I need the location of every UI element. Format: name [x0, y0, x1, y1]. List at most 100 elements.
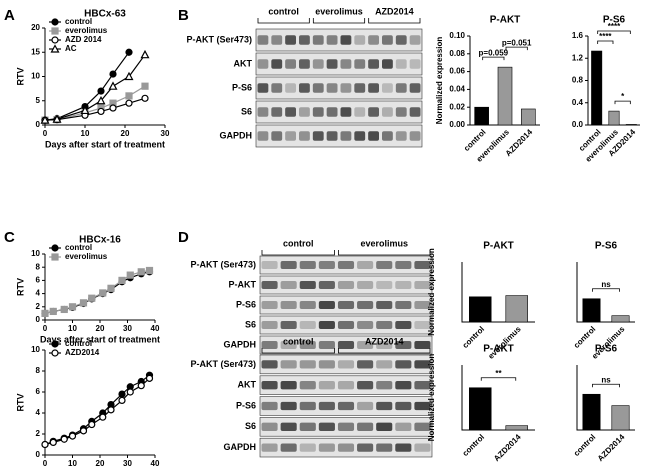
bar	[468, 387, 492, 431]
blot-band	[376, 341, 393, 349]
blot-band	[340, 107, 352, 117]
blot-row-label: P-S6	[236, 299, 256, 309]
x-tick-label: 30	[123, 459, 132, 468]
blot-band	[357, 381, 374, 390]
blot-band	[261, 422, 278, 431]
blot-band	[299, 443, 316, 452]
bar	[582, 298, 601, 323]
chart-title: HBCx-16	[79, 235, 121, 246]
blot-band	[368, 83, 379, 93]
blot-band	[382, 59, 393, 69]
y-tick-label: 20	[31, 23, 40, 32]
marker	[51, 244, 59, 252]
blot-band	[261, 360, 278, 369]
blot-band	[280, 360, 297, 369]
blot-band	[326, 59, 338, 69]
marker	[88, 420, 96, 429]
marker	[145, 374, 154, 382]
blot-band	[318, 301, 335, 309]
blot-band	[312, 35, 324, 45]
blot-band	[395, 281, 412, 289]
marker	[51, 253, 59, 261]
bar	[611, 315, 630, 323]
blot-band	[414, 321, 431, 329]
marker	[109, 70, 117, 78]
blot-band	[299, 321, 316, 329]
x-tick-label: 30	[123, 324, 132, 333]
blot-band	[357, 401, 374, 411]
blot-band	[382, 35, 393, 45]
blot-band	[299, 341, 316, 349]
marker	[109, 104, 117, 112]
y-axis-label: Normalized expression	[435, 37, 444, 125]
marker	[141, 82, 149, 90]
bar	[505, 295, 528, 323]
y-axis-label: RTV	[15, 278, 25, 296]
blot-strip	[255, 100, 423, 124]
x-tick-label: AZD2014	[492, 432, 523, 463]
significance-bracket	[505, 46, 528, 51]
blot-band	[409, 107, 421, 117]
blot-strip	[255, 124, 423, 148]
blot-strip	[255, 52, 423, 76]
marker	[145, 266, 154, 275]
group-bracket	[368, 18, 421, 24]
blot-row-label: P-AKT (Ser473)	[190, 359, 256, 369]
x-tick-label: 10	[81, 129, 90, 138]
blot-group-label: control	[268, 6, 299, 16]
marker	[52, 114, 62, 123]
blot-band	[395, 107, 407, 117]
panel-letter: D	[178, 229, 189, 246]
marker	[108, 81, 118, 90]
blot-band	[337, 381, 355, 390]
blot-row-label: S6	[245, 421, 256, 431]
legend-label: everolimus	[65, 26, 108, 35]
x-axis-label: Days after start of treatment	[40, 334, 160, 344]
blot-band	[340, 83, 352, 93]
marker	[137, 382, 145, 390]
blot-band	[414, 261, 431, 269]
significance-bracket	[480, 377, 517, 381]
y-tick-label: 10	[31, 249, 40, 258]
blot-band	[337, 261, 355, 269]
marker	[51, 36, 59, 44]
legend-label: AZD 2014	[65, 35, 102, 44]
blot-band	[382, 131, 393, 141]
significance-label: p=0.051	[502, 38, 532, 47]
blot-band	[395, 422, 412, 431]
blot-band	[368, 131, 379, 141]
marker	[51, 27, 59, 35]
y-tick-label: 15	[31, 47, 40, 56]
blot-band	[340, 59, 352, 69]
blot-band	[280, 381, 297, 390]
blot-band	[280, 443, 297, 452]
blot-band	[414, 360, 431, 369]
blot-band	[382, 83, 393, 93]
blot-band	[354, 107, 366, 117]
blot-band	[285, 107, 296, 117]
blot-band	[357, 301, 374, 309]
significance-label: ****	[608, 22, 621, 31]
blot-band	[368, 35, 379, 45]
y-tick-label: 0	[36, 315, 41, 324]
blot-band	[376, 443, 393, 452]
blot-band	[318, 281, 335, 289]
panel-letter: A	[4, 7, 15, 24]
y-tick-label: 2	[36, 429, 41, 438]
bar	[625, 124, 637, 126]
blot-band	[368, 107, 379, 117]
y-axis-label: Normalized expression	[427, 354, 436, 442]
x-tick-label: AZD2014	[596, 432, 627, 463]
y-tick-label: 8	[36, 262, 41, 271]
blot-band	[299, 381, 316, 390]
y-tick-label: 0.04	[449, 85, 465, 94]
blot-row-label: GAPDH	[223, 339, 256, 349]
blot-band	[368, 59, 379, 69]
y-tick-label: 0	[36, 120, 41, 129]
blot-band	[340, 35, 352, 45]
blot-band	[312, 83, 324, 93]
blot-group-label: control	[283, 336, 314, 346]
blot-band	[382, 107, 393, 117]
blot-band	[376, 261, 393, 269]
significance-label: *	[621, 92, 625, 101]
